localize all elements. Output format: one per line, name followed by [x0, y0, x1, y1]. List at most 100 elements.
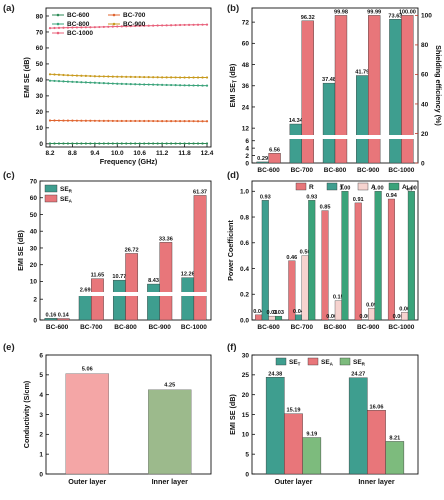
bar-label-R: 0.04 [253, 309, 265, 315]
y-tick-label-e: 3 [39, 412, 43, 419]
data-point-BC-1000 [125, 25, 128, 28]
y-tick-label-c: 70 [30, 178, 38, 185]
data-point-BC-1000 [183, 23, 186, 27]
data-point-BC-600 [111, 142, 114, 145]
x-tick-label-c: BC-700 [80, 324, 103, 331]
data-point-BC-700 [192, 120, 195, 123]
legend-marker-BC-600 [56, 13, 60, 17]
data-point-BC-800 [71, 80, 74, 83]
data-point-BC-1000 [161, 24, 164, 27]
legend-label-A: SEA [60, 196, 73, 204]
bar-shielding [334, 15, 348, 164]
data-point-BC-700 [80, 119, 83, 122]
x-tick-label-a: 8.8 [68, 150, 77, 157]
bar-R [288, 260, 296, 321]
data-point-BC-900 [80, 74, 83, 77]
x-tick-label-e: Outer layer [68, 477, 106, 486]
data-point-BC-600 [170, 142, 173, 145]
data-point-BC-1000 [111, 25, 114, 28]
bar-label-se-t: 41.79 [355, 70, 369, 76]
bar-label-R: 0.85 [320, 205, 331, 211]
y2-axis-label-b: Shielding efficiency (%) [434, 45, 443, 126]
bar-label-shielding: 99.98 [334, 9, 348, 15]
data-point-BC-800 [134, 83, 137, 86]
legend-swatch-A [388, 182, 400, 191]
data-point-BC-1000 [165, 24, 168, 27]
data-point-BC-800 [116, 82, 119, 85]
data-point-BC-700 [66, 119, 70, 122]
data-point-BC-800 [152, 83, 155, 86]
y-tick-label-d: 0.4 [240, 266, 249, 273]
legend-marker-BC-1000 [56, 31, 60, 35]
bar-label-se-r: 9.19 [306, 432, 317, 438]
bar-se-r [112, 279, 126, 321]
data-point-BC-900 [183, 76, 186, 79]
data-point-BC-800 [143, 83, 146, 86]
x-tick-label-d: BC-700 [291, 324, 314, 331]
bar-Aeff [407, 191, 415, 321]
data-point-BC-800 [98, 81, 101, 85]
bar-label-se-r: 10.77 [112, 274, 126, 280]
data-point-BC-700 [165, 120, 168, 123]
data-point-BC-700 [201, 120, 204, 123]
legend-swatch-A [307, 357, 319, 366]
y-tick-label-b: 36 [242, 83, 250, 90]
y-tick-label-e: 1 [39, 451, 43, 458]
y-axis-label-c: EMI SE (dB) [16, 230, 25, 271]
bar-se-t [322, 82, 336, 164]
data-point-BC-700 [71, 119, 74, 122]
data-point-BC-1000 [66, 26, 70, 29]
data-point-BC-800 [48, 79, 52, 82]
y-tick-label-c: 2 [33, 297, 37, 304]
x-tick-label-d: BC-1000 [388, 324, 414, 331]
data-point-BC-900 [57, 73, 61, 76]
legend-swatch-A [357, 182, 369, 191]
data-point-BC-600 [129, 142, 132, 145]
bar-se-r [147, 283, 160, 321]
y-tick-label-b: 4 [245, 145, 249, 152]
data-point-BC-600 [98, 142, 101, 145]
bar-label-se-a: 11.65 [91, 273, 105, 279]
x-tick-label-a: 11.8 [178, 150, 191, 157]
x-tick-label-b: BC-700 [291, 167, 314, 174]
bar-A [301, 255, 309, 321]
data-point-BC-900 [71, 74, 74, 77]
data-point-BC-700 [120, 119, 123, 123]
chart-e: 0 1 2 3 4 5 6 Conductivity (S/cm) 5.06 Outer laye… [22, 352, 212, 486]
panel-label-a: (a) [3, 3, 15, 14]
data-point-BC-900 [201, 76, 204, 79]
data-point-BC-800 [75, 80, 79, 84]
bar-label-se-a: 33.36 [159, 236, 173, 242]
x-tick-label-d: BC-600 [257, 324, 280, 331]
x-tick-label-d: BC-800 [324, 324, 347, 331]
data-point-BC-600 [75, 142, 79, 145]
x-tick-label-a: 10.6 [133, 150, 146, 157]
data-point-BC-1000 [152, 24, 155, 27]
data-point-BC-800 [147, 83, 150, 86]
bar-A [334, 300, 342, 321]
data-point-BC-1000 [102, 25, 105, 29]
data-point-BC-600 [178, 142, 182, 145]
data-point-BC-900 [129, 75, 132, 78]
series-line-BC-700 [49, 119, 208, 122]
bar-shielding [401, 15, 414, 164]
x-tick-label-b: BC-800 [324, 167, 347, 174]
data-point-BC-900 [75, 74, 79, 77]
data-point-BC-600 [196, 142, 200, 145]
legend-marker-BC-700 [112, 13, 116, 17]
data-point-BC-1000 [116, 25, 119, 28]
y2-tick-label-b: 80 [421, 42, 429, 49]
data-point-BC-900 [62, 73, 65, 77]
bar-label-Aeff: 1.00 [373, 185, 384, 191]
data-point-BC-1000 [205, 23, 209, 26]
data-point-BC-600 [147, 142, 150, 145]
bar-R [255, 314, 263, 321]
data-point-BC-1000 [107, 25, 110, 28]
y2-tick-label-b: 100 [421, 13, 432, 20]
data-point-BC-700 [178, 120, 182, 123]
y-axis-label-b: EMI SET (dB) [228, 63, 239, 107]
x-tick-label-b: BC-900 [357, 167, 380, 174]
legend-label-BC-900: BC-900 [123, 21, 146, 28]
data-point-BC-900 [120, 75, 123, 78]
